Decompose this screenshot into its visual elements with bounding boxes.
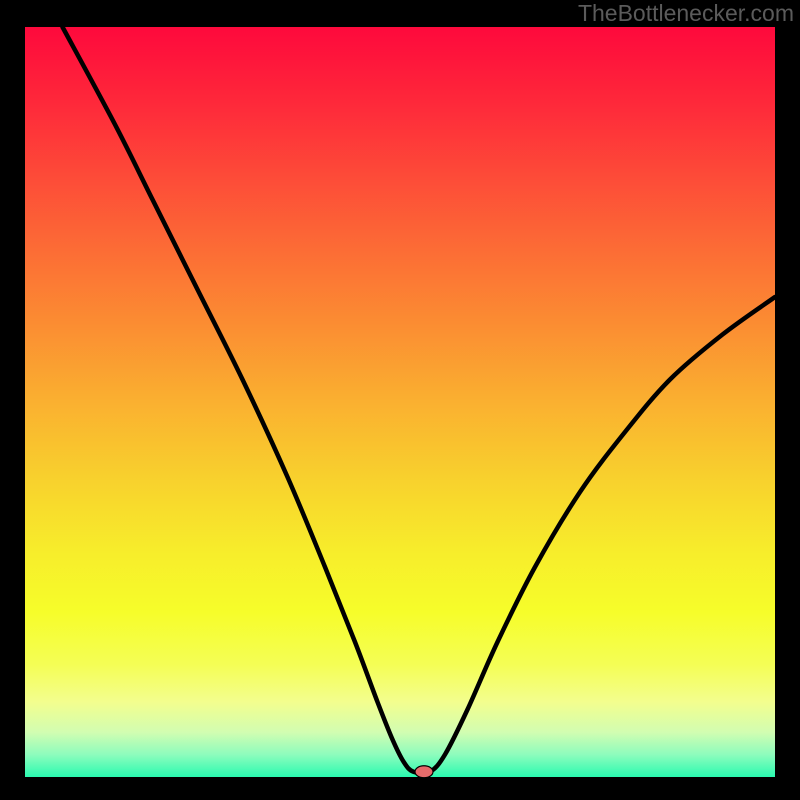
watermark-label: TheBottlenecker.com (578, 0, 794, 27)
plot-area (25, 27, 775, 777)
gradient-background (25, 27, 775, 777)
chart-canvas: TheBottlenecker.com (0, 0, 800, 800)
plot-svg (25, 27, 775, 777)
optimal-point-marker (415, 766, 433, 778)
